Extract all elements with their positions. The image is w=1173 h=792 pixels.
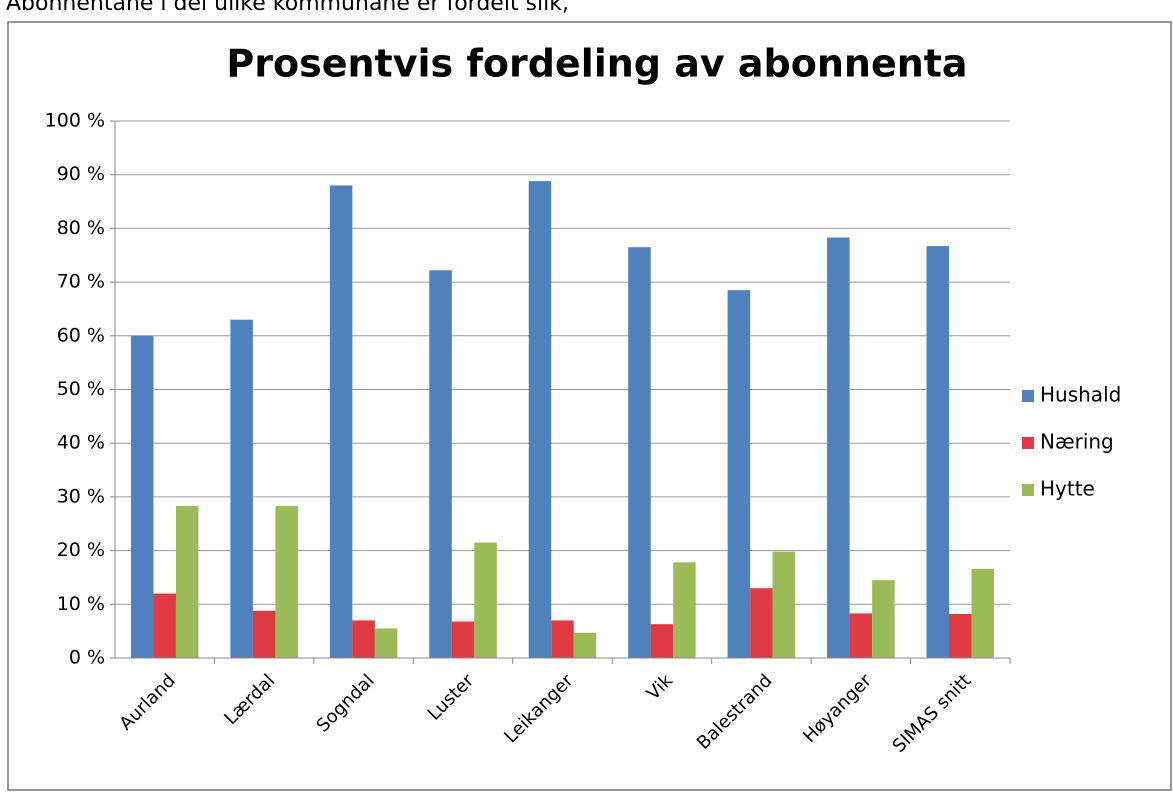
bar: [949, 613, 972, 658]
bar: [673, 562, 696, 658]
bar: [849, 613, 873, 658]
chart-title: Prosentvis fordeling av abonnenta: [226, 42, 967, 86]
bar: [451, 621, 475, 658]
y-tick-label: 70 %: [57, 271, 105, 293]
bar: [230, 319, 253, 658]
y-tick-label: 80 %: [57, 217, 105, 239]
y-tick-label: 90 %: [57, 163, 105, 185]
bar: [971, 568, 995, 658]
bar: [926, 246, 950, 658]
y-tick-label: 50 %: [57, 378, 105, 400]
bar: [329, 185, 353, 658]
bar: [130, 335, 154, 658]
bar: [352, 620, 375, 658]
caption: Abonnentane i dei ulike kommunane er for…: [6, 0, 569, 16]
y-tick-label: 0 %: [69, 647, 105, 669]
legend-swatch: [1022, 437, 1034, 449]
legend-label: Hushald: [1040, 383, 1121, 407]
bar: [252, 610, 276, 658]
legend-label: Næring: [1040, 430, 1114, 454]
legend-swatch: [1022, 390, 1034, 402]
bar: [175, 506, 199, 658]
bar: [628, 247, 651, 658]
bar: [772, 551, 796, 658]
bar: [374, 628, 398, 658]
bar: [275, 506, 298, 658]
bar: [429, 270, 452, 658]
y-tick-label: 60 %: [57, 324, 105, 346]
legend-swatch: [1022, 484, 1034, 496]
y-tick-label: 10 %: [57, 593, 105, 615]
y-tick-label: 40 %: [57, 432, 105, 454]
chart-frame: [7, 21, 1172, 791]
y-tick-label: 100 %: [45, 110, 105, 132]
legend-label: Hytte: [1040, 477, 1095, 501]
y-tick-label: 20 %: [57, 539, 105, 561]
bar: [872, 580, 895, 658]
bar: [573, 632, 597, 658]
bar: [727, 290, 751, 658]
bar: [528, 181, 552, 659]
bar: [153, 593, 176, 658]
bar: [474, 542, 497, 658]
bar: [827, 237, 850, 659]
bar: [750, 588, 773, 658]
bar: [551, 620, 574, 658]
bar: [650, 624, 674, 658]
y-tick-label: 30 %: [57, 485, 105, 507]
